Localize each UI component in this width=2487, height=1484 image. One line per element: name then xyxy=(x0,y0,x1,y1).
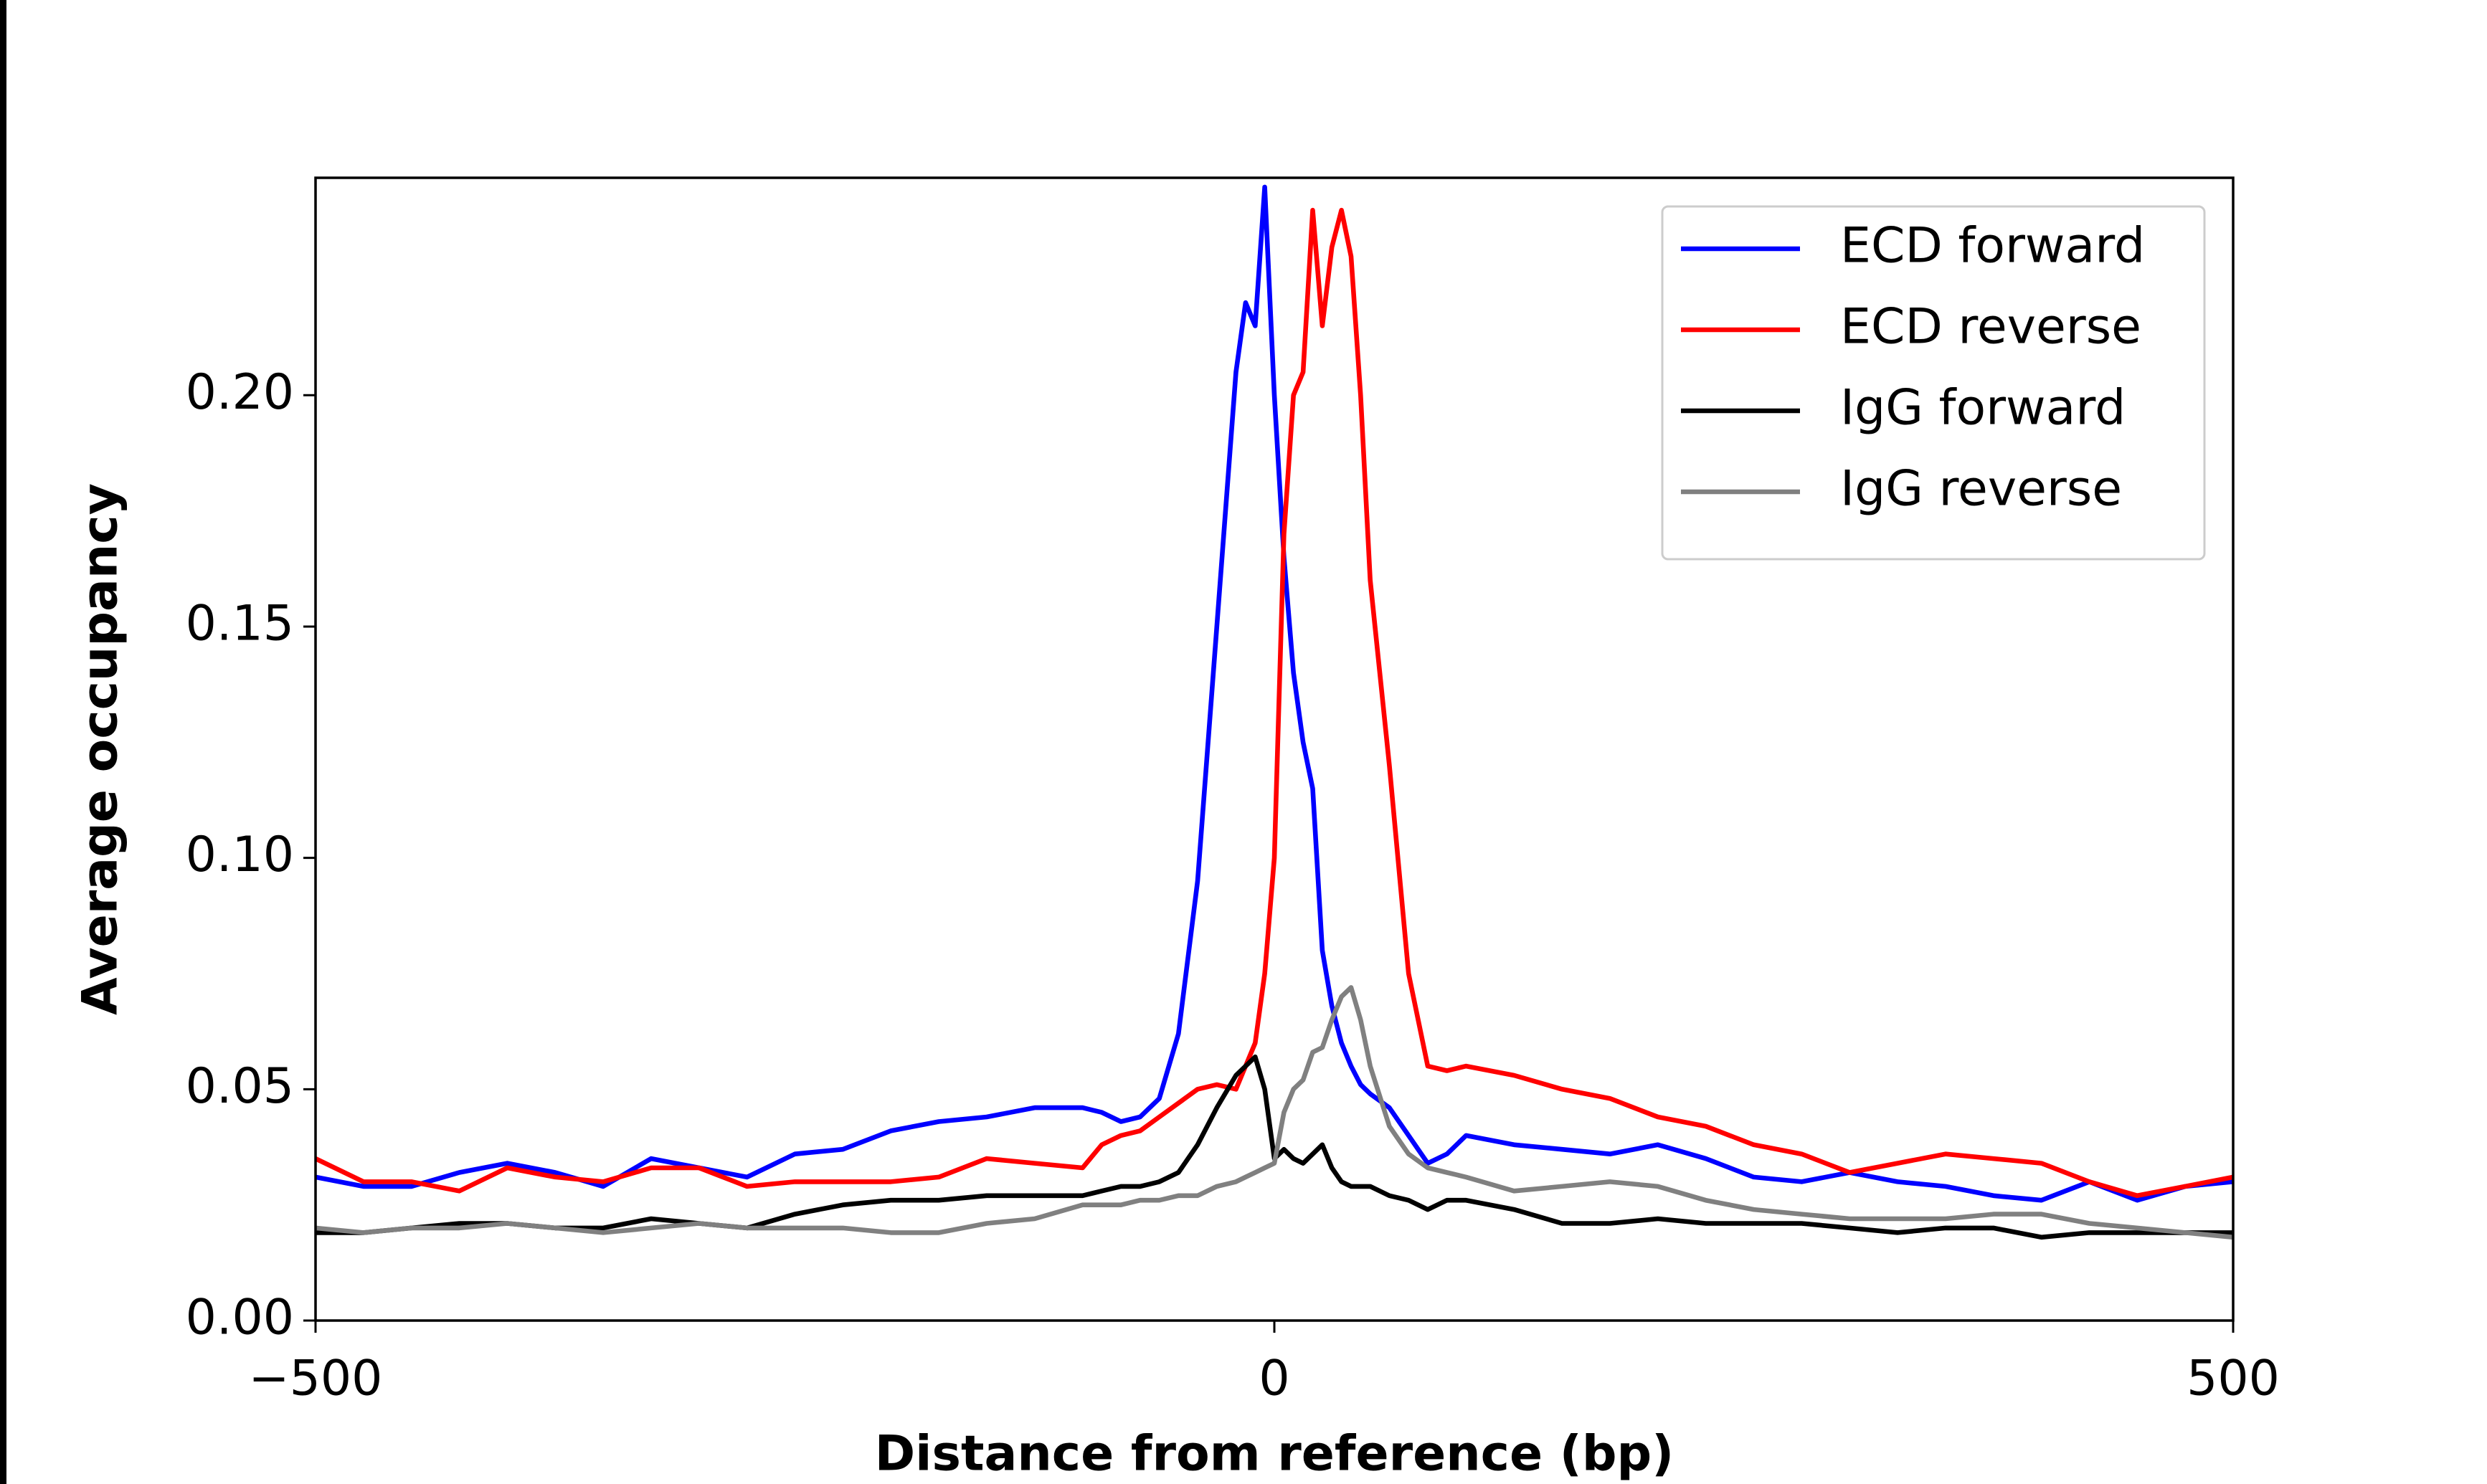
data-line xyxy=(316,1054,2233,1240)
x-tick-label: −500 xyxy=(249,1351,383,1407)
data-line xyxy=(315,985,2234,1240)
legend-label: IgG forward xyxy=(1840,380,2126,437)
legend-label: IgG reverse xyxy=(1840,461,2122,518)
y-tick-label: 0.15 xyxy=(186,596,294,652)
y-tick-label: 0.05 xyxy=(186,1058,294,1115)
y-tick-label: 0.10 xyxy=(186,827,294,883)
legend-box xyxy=(1661,205,2206,561)
legend-label: ECD forward xyxy=(1840,218,2145,275)
plot-frame xyxy=(314,176,2235,1322)
y-tick-label: 0.20 xyxy=(186,364,294,421)
x-tick-label: 500 xyxy=(2187,1351,2280,1407)
data-line xyxy=(315,184,2234,1203)
data-line xyxy=(314,207,2234,1199)
x-axis-label: Distance from reference (bp) xyxy=(875,1426,1674,1483)
x-tick-label: 0 xyxy=(1259,1351,1289,1407)
y-axis-label: Average occupancy xyxy=(72,483,129,1015)
legend-label: ECD reverse xyxy=(1840,299,2141,356)
left-border xyxy=(0,0,6,1484)
y-tick-label: 0.00 xyxy=(186,1290,294,1346)
